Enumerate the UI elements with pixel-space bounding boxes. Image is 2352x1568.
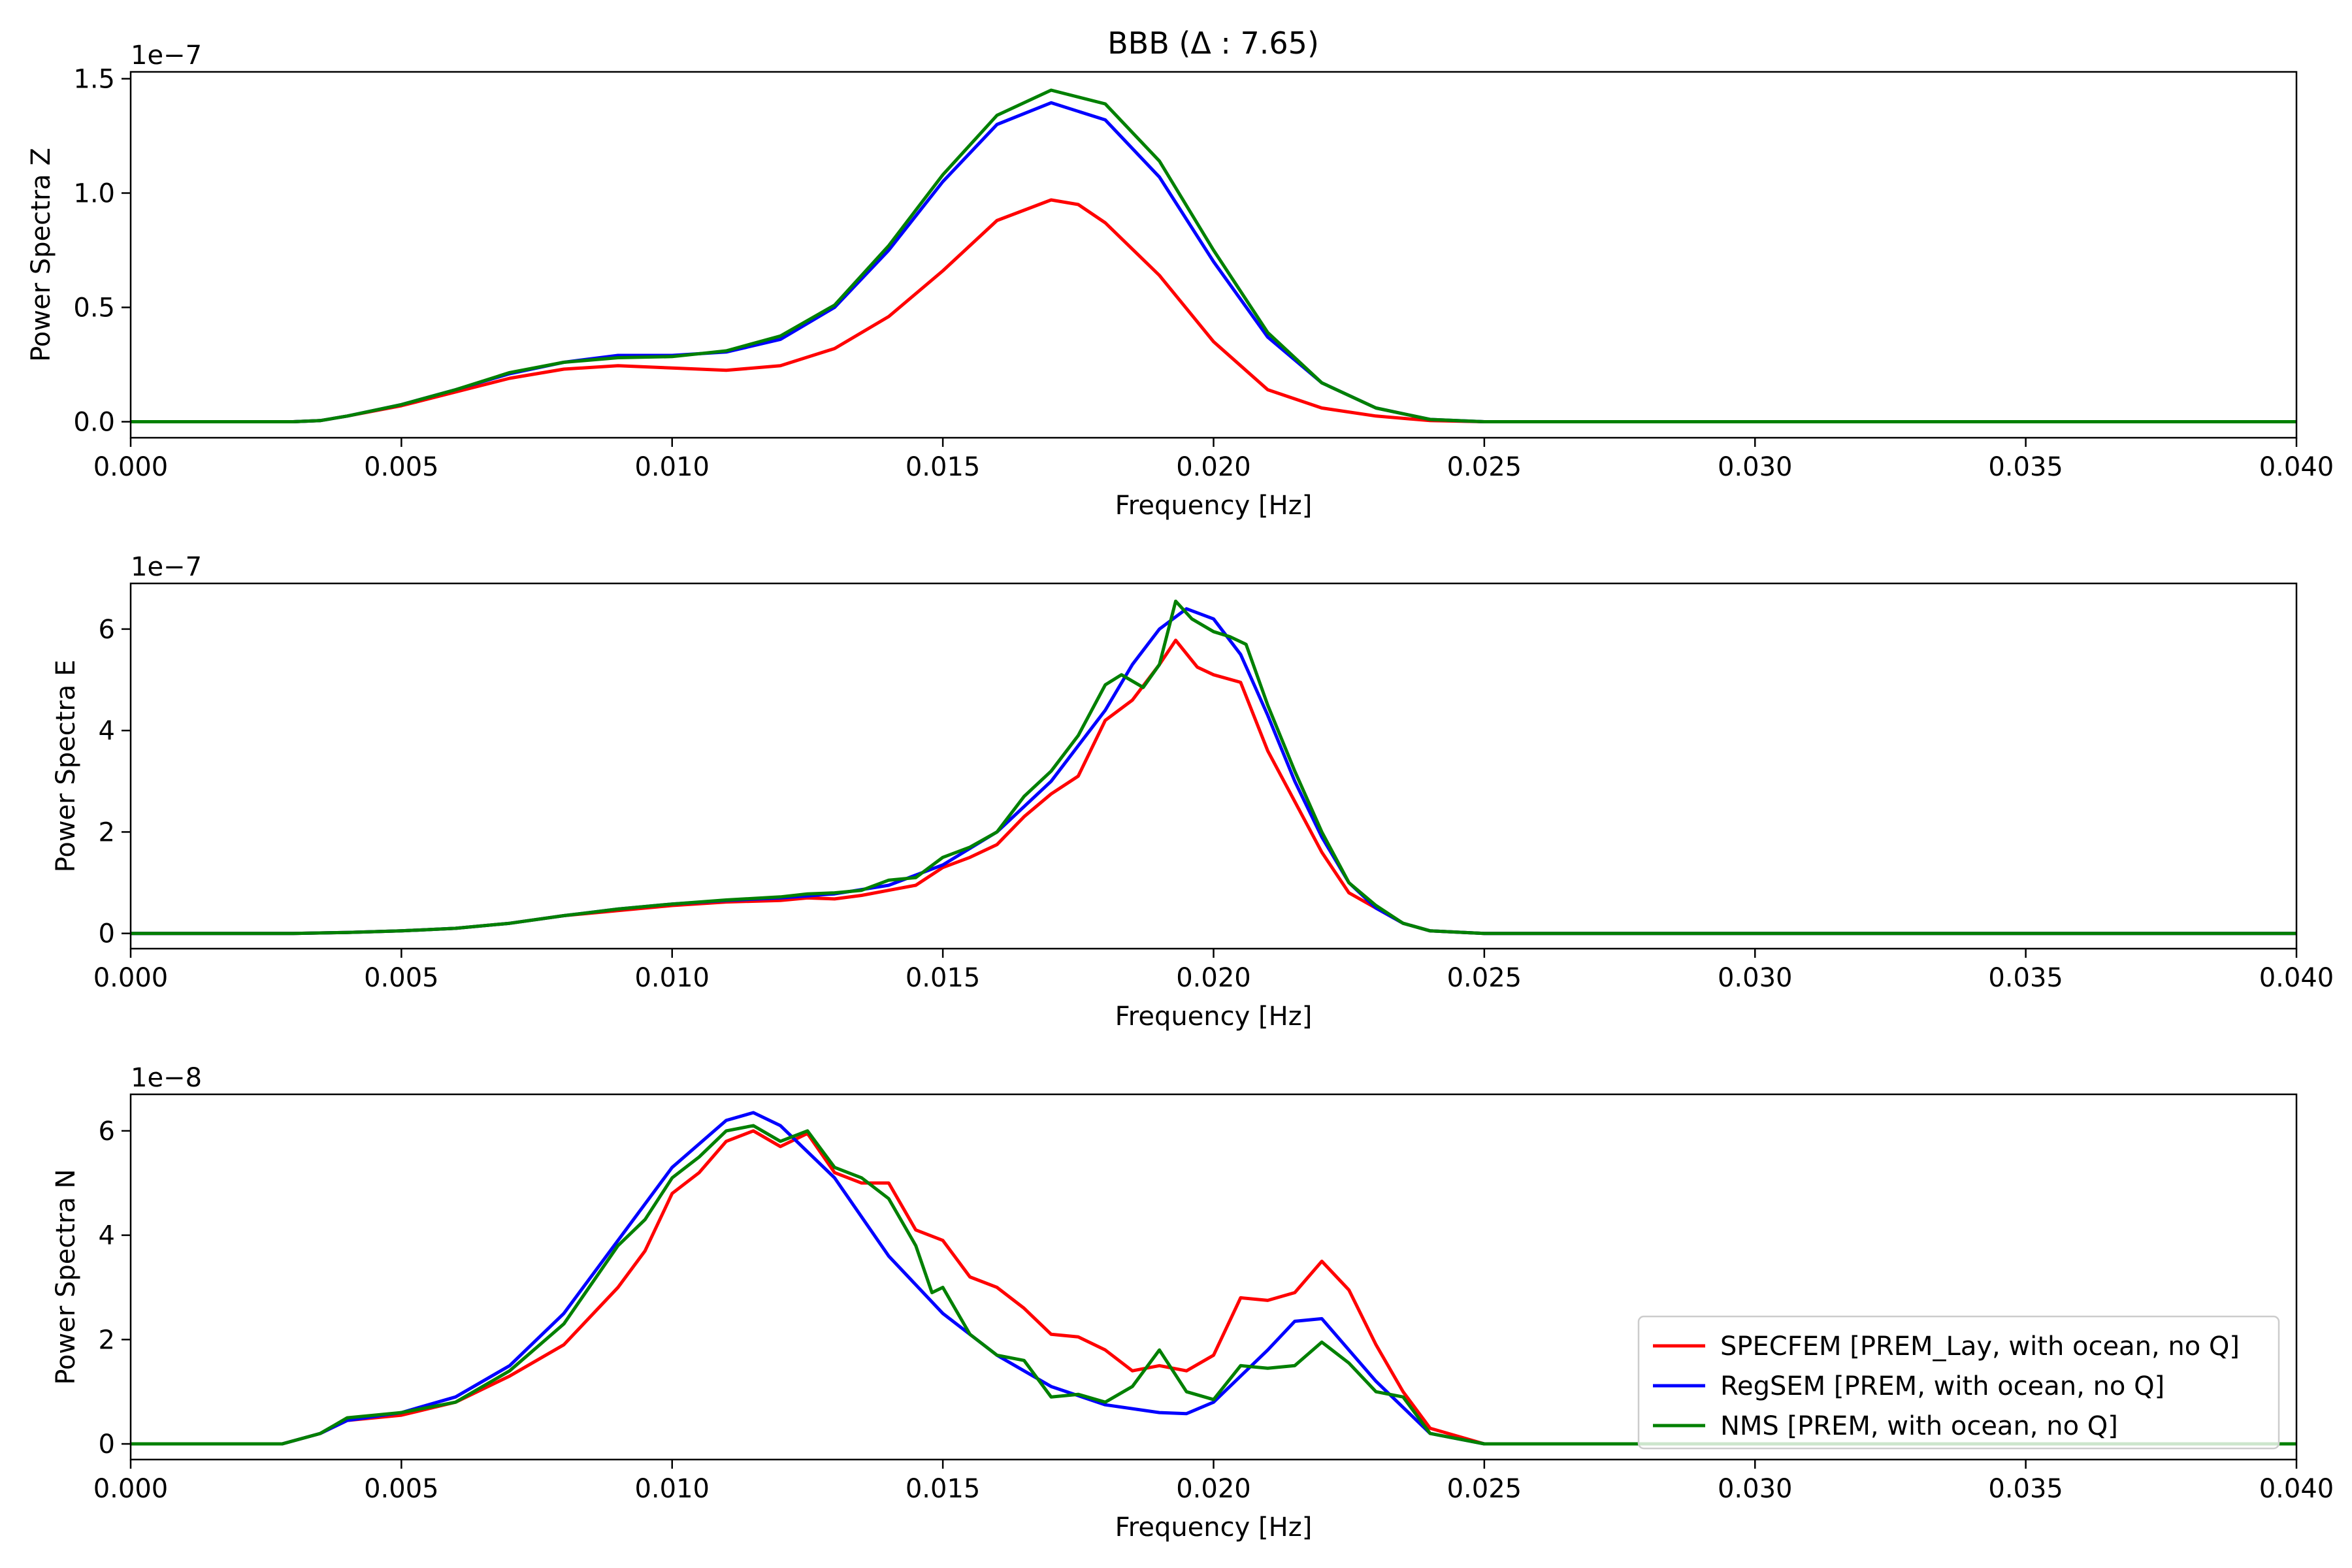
y-tick-label-z-3: 1.5 [73,65,115,95]
figure-title: BBB (Δ : 7.65) [1107,25,1319,61]
legend-label-specfem: SPECFEM [PREM_Lay, with ocean, no Q] [1720,1331,2240,1362]
y-axis-label-e: Power Spectra E [51,660,81,873]
x-tick-label-z-3: 0.015 [906,452,981,482]
legend-box [1637,1315,2280,1450]
x-tick-label-e-6: 0.030 [1718,963,1793,993]
x-tick-label-z-7: 0.035 [1988,452,2063,482]
x-tick-label-e-1: 0.005 [364,963,439,993]
y-tick-label-n-1: 2 [99,1325,115,1355]
panel-z: 0.000 0.005 0.010 0.015 0.020 0.025 0.030 0.035… [26,41,2334,521]
x-tick-label-n-1: 0.005 [364,1474,439,1504]
x-axis-label-z: Frequency [Hz] [1115,491,1313,521]
panel-n: 0.000 0.005 0.010 0.015 0.020 0.025 0.030 0.035… [51,1063,2334,1543]
x-tick-label-z-8: 0.040 [2259,452,2334,482]
y-offset-text-n: 1e−8 [131,1063,202,1093]
x-tick-label-e-5: 0.025 [1447,963,1522,993]
x-tick-label-n-7: 0.035 [1988,1474,2063,1504]
x-tick-label-n-0: 0.000 [93,1474,169,1504]
legend-label-nms: NMS [PREM, with ocean, no Q] [1720,1411,2118,1441]
legend: SPECFEM [PREM_Lay, with ocean, no Q] RegS… [1637,1315,2280,1450]
x-tick-label-e-3: 0.015 [906,963,981,993]
x-axis-label-e: Frequency [Hz] [1115,1002,1313,1032]
y-tick-label-n-3: 6 [99,1117,115,1147]
legend-label-regsem: RegSEM [PREM, with ocean, no Q] [1720,1371,2164,1401]
x-tick-label-e-4: 0.020 [1176,963,1251,993]
x-tick-label-n-5: 0.025 [1447,1474,1522,1504]
x-tick-label-z-2: 0.010 [634,452,710,482]
x-tick-label-n-2: 0.010 [634,1474,710,1504]
y-offset-text-z: 1e−7 [131,41,202,71]
series-line-n-specfem [131,1129,2296,1446]
x-tick-label-n-8: 0.040 [2259,1474,2334,1504]
x-tick-label-n-3: 0.015 [906,1474,981,1504]
panel-e: 0.000 0.005 0.010 0.015 0.020 0.025 0.030 0.035… [51,552,2334,1032]
x-tick-label-n-4: 0.020 [1176,1474,1251,1504]
x-axis-label-n: Frequency [Hz] [1115,1512,1313,1543]
x-tick-label-z-6: 0.030 [1718,452,1793,482]
y-tick-label-n-0: 0 [99,1429,115,1460]
series-line-n-regsem [131,1111,2296,1446]
panels: 0.000 0.005 0.010 0.015 0.020 0.025 0.030 0.035… [26,41,2334,1543]
series-group-e [131,599,2296,936]
x-tick-label-z-0: 0.000 [93,452,169,482]
series-line-z-nms [131,88,2296,423]
y-tick-label-n-2: 4 [99,1221,115,1251]
y-tick-label-e-2: 4 [99,716,115,746]
series-line-e-nms [131,599,2296,936]
x-tick-label-e-2: 0.010 [634,963,710,993]
y-axis-label-z: Power Spectra Z [26,148,56,362]
x-tick-label-z-1: 0.005 [364,452,439,482]
y-tick-label-z-2: 1.0 [73,179,115,209]
x-tick-label-e-7: 0.035 [1988,963,2063,993]
series-line-n-nms [131,1124,2296,1446]
y-axis-label-n: Power Spectra N [51,1169,81,1384]
x-tick-label-z-5: 0.025 [1447,452,1522,482]
x-tick-label-e-0: 0.000 [93,963,169,993]
y-tick-label-e-1: 2 [99,817,115,847]
x-tick-label-n-6: 0.030 [1718,1474,1793,1504]
y-tick-label-z-0: 0.0 [73,408,115,438]
y-tick-label-z-1: 0.5 [73,293,115,323]
x-tick-label-e-8: 0.040 [2259,963,2334,993]
y-offset-text-e: 1e−7 [131,552,202,582]
series-group-n [131,1111,2296,1446]
x-tick-label-z-4: 0.020 [1176,452,1251,482]
y-tick-label-e-0: 0 [99,919,115,949]
y-tick-label-e-3: 6 [99,615,115,645]
series-group-z [131,88,2296,423]
